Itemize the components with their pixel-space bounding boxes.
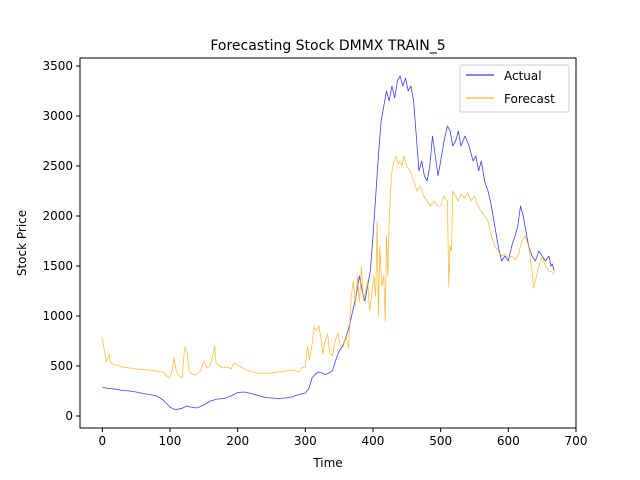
y-tick-label: 500 <box>50 359 73 373</box>
y-tick-label: 0 <box>65 409 73 423</box>
x-tick-label: 300 <box>294 434 317 448</box>
y-tick-label: 1500 <box>42 259 73 273</box>
y-tick-label: 2500 <box>42 159 73 173</box>
x-tick-label: 100 <box>159 434 182 448</box>
plot-frame <box>79 57 577 429</box>
y-tick-label: 1000 <box>42 309 73 323</box>
legend-label-actual: Actual <box>504 69 542 83</box>
legend-label-forecast: Forecast <box>504 92 555 106</box>
x-axis: 0 100 200 300 400 500 600 700 <box>99 428 588 448</box>
y-tick-label: 3000 <box>42 109 73 123</box>
y-axis-label: Stock Price <box>15 210 29 276</box>
x-tick-label: 500 <box>429 434 452 448</box>
y-tick-label: 2000 <box>42 209 73 223</box>
y-axis: 0 500 1000 1500 2000 2500 3000 3500 <box>42 59 80 423</box>
series-line-actual <box>102 75 555 410</box>
x-tick-label: 600 <box>497 434 520 448</box>
y-tick-label: 3500 <box>42 59 73 73</box>
series-line-forecast <box>101 155 555 379</box>
series-layer <box>101 75 555 410</box>
x-tick-label: 0 <box>99 434 107 448</box>
legend: Actual Forecast <box>459 64 570 113</box>
legend-box <box>459 64 570 113</box>
x-tick-label: 200 <box>226 434 249 448</box>
x-tick-label: 700 <box>565 434 588 448</box>
x-axis-label: Time <box>312 456 342 470</box>
x-tick-label: 400 <box>362 434 385 448</box>
chart-title: Forecasting Stock DMMX TRAIN_5 <box>210 38 445 54</box>
